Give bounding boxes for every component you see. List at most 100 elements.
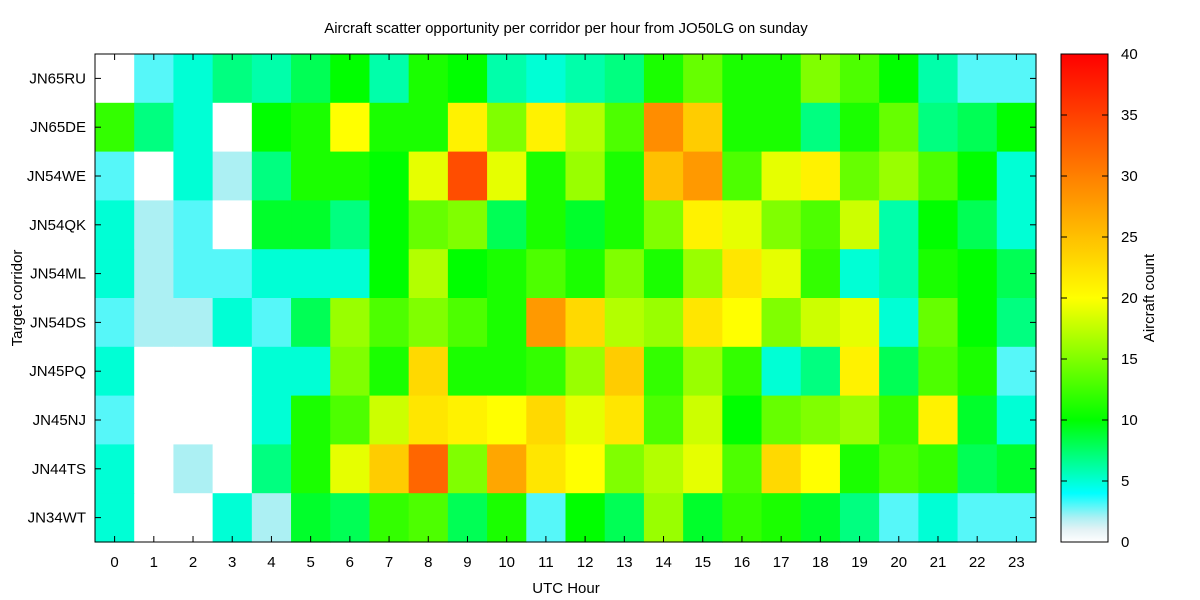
x-tick-label: 22: [969, 554, 986, 571]
heatmap-cell: [251, 200, 292, 250]
heatmap-cell: [604, 298, 645, 348]
heatmap-cell: [683, 395, 723, 445]
heatmap-cell: [95, 346, 135, 397]
heatmap-cell: [643, 346, 684, 397]
y-tick-label: JN54WE: [27, 168, 86, 185]
heatmap-cell: [879, 298, 919, 348]
heatmap-cell: [487, 151, 527, 201]
heatmap-cell: [957, 200, 998, 250]
heatmap-cell: [173, 346, 214, 397]
heatmap-cell: [408, 346, 449, 397]
x-tick-label: 23: [1008, 554, 1025, 571]
heatmap-cell: [957, 395, 998, 445]
heatmap-cell: [408, 102, 449, 153]
heatmap-cell: [879, 200, 919, 250]
heatmap-cell: [839, 493, 880, 543]
heatmap-cell: [643, 493, 684, 543]
heatmap-cell: [251, 444, 292, 494]
heatmap-cell: [957, 444, 998, 494]
heatmap-cell: [291, 444, 331, 494]
heatmap-cell: [918, 151, 959, 201]
heatmap-cell: [173, 444, 214, 494]
heatmap-cell: [447, 249, 488, 299]
heatmap-cell: [408, 395, 449, 445]
heatmap-cell: [447, 493, 488, 543]
heatmap-cell: [643, 151, 684, 201]
heatmap-cell: [408, 151, 449, 201]
heatmap-cell: [996, 493, 1037, 543]
heatmap-cell: [330, 298, 371, 348]
heatmap-cell: [251, 395, 292, 445]
y-tick-label: JN45NJ: [33, 412, 86, 429]
heatmap-cell: [251, 54, 292, 104]
x-tick-label: 19: [851, 554, 868, 571]
heatmap-cell: [957, 249, 998, 299]
heatmap-cell: [330, 493, 371, 543]
colorbar-tick-label: 10: [1121, 412, 1138, 429]
heatmap-cell: [95, 54, 135, 104]
heatmap-cell: [134, 493, 175, 543]
heatmap-cell: [918, 298, 959, 348]
heatmap-cell: [95, 298, 135, 348]
heatmap-cell: [918, 249, 959, 299]
x-tick-label: 9: [463, 554, 471, 571]
heatmap-cell: [369, 102, 410, 153]
heatmap-cell: [761, 249, 802, 299]
heatmap-cell: [212, 444, 253, 494]
heatmap-cell: [565, 200, 606, 250]
heatmap-cell: [447, 444, 488, 494]
heatmap-cell: [643, 249, 684, 299]
x-tick-label: 7: [385, 554, 393, 571]
heatmap-cell: [957, 151, 998, 201]
heatmap-cell: [879, 102, 919, 153]
heatmap-cell: [251, 102, 292, 153]
heatmap-cell: [447, 346, 488, 397]
heatmap-cell: [604, 151, 645, 201]
heatmap-cell: [683, 151, 723, 201]
heatmap-cell: [879, 395, 919, 445]
x-tick-label: 15: [694, 554, 711, 571]
heatmap-cell: [957, 102, 998, 153]
heatmap-cell: [800, 395, 841, 445]
heatmap-cell: [604, 444, 645, 494]
colorbar-tick-label: 15: [1121, 351, 1138, 368]
heatmap-cell: [879, 54, 919, 104]
heatmap-cell: [291, 151, 331, 201]
heatmap-cell: [643, 298, 684, 348]
heatmap-cell: [565, 493, 606, 543]
heatmap-cell: [369, 200, 410, 250]
x-axis-label: UTC Hour: [532, 580, 600, 597]
heatmap-cell: [800, 200, 841, 250]
heatmap-cell: [722, 151, 763, 201]
colorbar-label: Aircraft count: [1141, 253, 1158, 342]
heatmap-cell: [643, 102, 684, 153]
heatmap-cell: [683, 200, 723, 250]
x-tick-label: 18: [812, 554, 829, 571]
heatmap-cell: [173, 249, 214, 299]
heatmap-cell: [291, 200, 331, 250]
heatmap-cell: [526, 395, 567, 445]
heatmap-cell: [408, 298, 449, 348]
heatmap-cell: [330, 54, 371, 104]
heatmap-cell: [487, 298, 527, 348]
heatmap-cell: [369, 346, 410, 397]
heatmap-cell: [643, 444, 684, 494]
x-tick-label: 8: [424, 554, 432, 571]
heatmap-cell: [95, 395, 135, 445]
plot-frame: [94, 53, 1037, 543]
heatmap-cell: [604, 395, 645, 445]
heatmap-cell: [761, 346, 802, 397]
heatmap-cell: [134, 395, 175, 445]
heatmap-cell: [996, 298, 1037, 348]
heatmap-cell: [447, 54, 488, 104]
heatmap-cell: [643, 54, 684, 104]
heatmap-cell: [487, 54, 527, 104]
colorbar: [1060, 53, 1109, 543]
heatmap-cell: [957, 346, 998, 397]
heatmap-cell: [173, 200, 214, 250]
heatmap-cell: [330, 444, 371, 494]
heatmap-cell: [879, 151, 919, 201]
heatmap-cell: [879, 444, 919, 494]
y-tick-label: JN54ML: [30, 266, 86, 283]
